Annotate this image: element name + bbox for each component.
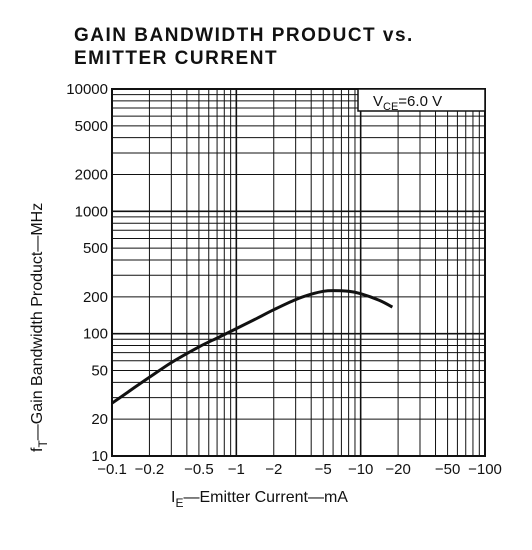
x-tick-label: −5 [315,461,332,478]
x-tick-label: −10 [348,461,373,478]
plot-frame [111,88,486,457]
x-tick-label: −0.2 [135,461,165,478]
x-tick-label: −0.1 [97,461,127,478]
x-tick-label: −1 [228,461,245,478]
x-tick-label: −50 [435,461,460,478]
x-tick-label: −0.5 [184,461,214,478]
y-tick-label: 200 [83,289,108,306]
y-tick-labels: 10 20 50 100 200 500 1000 2000 5000 10000 [66,81,108,465]
y-axis-label: fT—Gain Bandwidth Product—MHz [29,203,50,452]
y-tick-label: 500 [83,240,108,257]
chart-title-line-1: GAIN BANDWIDTH PRODUCT vs. [74,25,414,46]
y-tick-label: 20 [91,411,108,428]
y-tick-label: 10 [91,448,108,465]
grid [112,89,485,456]
x-tick-label: −20 [385,461,410,478]
series-line [111,289,394,405]
annotation-vce: VCE=6.0 V [373,93,442,113]
series [111,289,394,405]
chart-title-line-2: EMITTER CURRENT [74,48,278,69]
x-tick-label: −2 [265,461,282,478]
y-tick-label: 5000 [75,118,108,135]
y-tick-label: 10000 [66,81,108,98]
y-tick-label: 2000 [75,167,108,184]
x-axis-label: IE—Emitter Current—mA [171,489,348,510]
annotation-box [357,88,486,112]
x-tick-label: −100 [468,461,502,478]
y-tick-label: 100 [83,326,108,343]
y-tick-label: 1000 [75,203,108,220]
y-tick-label: 50 [91,362,108,379]
x-tick-labels: −0.1 −0.2 −0.5 −1 −2 −5 −10 −20 −50 −100 [97,461,502,478]
